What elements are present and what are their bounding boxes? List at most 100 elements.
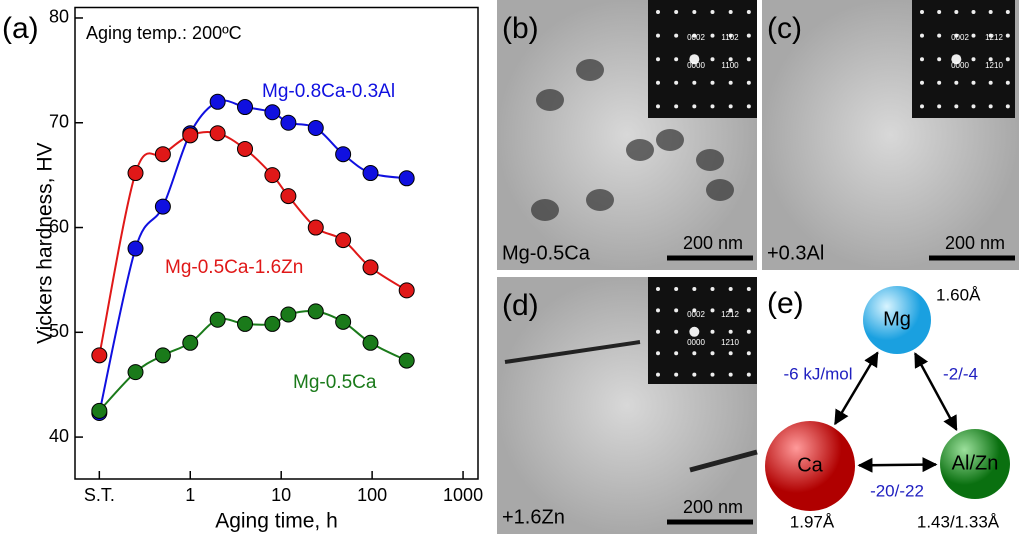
data-point [183,128,198,143]
diffraction-spot [747,34,751,38]
diffraction-spot [656,351,660,355]
data-point [210,94,225,109]
data-point [128,365,143,380]
diffraction-spot [729,81,733,85]
diffraction-spot [674,287,678,291]
inset-label: 1210 [721,338,739,347]
y-tick-label: 70 [49,112,69,132]
data-point [265,168,280,183]
inset-label: 0000 [687,61,705,70]
diffraction-spot [711,373,715,377]
diffraction-spot [711,81,715,85]
diffraction-spot [692,10,696,14]
diffraction-spot [656,287,660,291]
atom-radius: 1.43/1.33Å [917,512,1000,531]
inset [648,277,757,384]
diffraction-spot [747,10,751,14]
data-point [210,312,225,327]
diffraction-spot [692,81,696,85]
arrow [835,353,877,424]
diffraction-spot [747,81,751,85]
diffraction-spot [674,104,678,108]
diffraction-spot [1006,57,1010,61]
data-point [399,171,414,186]
x-tick-label: 1 [185,485,195,505]
diffraction-spot [711,10,715,14]
atom-label: Mg [883,308,911,330]
diffraction-spot [1006,34,1010,38]
diffraction-spot [729,351,733,355]
data-point [281,115,296,130]
inset-label: 0002 [687,310,705,319]
diffraction-spot [747,308,751,312]
figure: 4050607080S.T.1101001000Aging time, hVic… [0,0,1019,534]
arrow [859,464,936,465]
diffraction-spot [729,373,733,377]
diffraction-spot [972,57,976,61]
diffraction-spot [954,10,958,14]
y-tick-label: 40 [49,426,69,446]
diffraction-spot [674,81,678,85]
diffraction-spot [689,327,699,337]
diffraction-spot [937,57,941,61]
inset [912,0,1015,118]
atom-label: Al/Zn [952,452,999,474]
inset-label: 1212 [721,310,739,319]
series-line [99,132,406,355]
scale-label: 200 nm [945,233,1005,253]
data-point [281,189,296,204]
precipitate [536,89,564,111]
diffraction-spot [920,10,924,14]
caption: +0.3Al [767,242,824,264]
diffraction-spot [674,10,678,14]
data-point [336,147,351,162]
diffraction-spot [1006,104,1010,108]
precipitate [706,179,734,201]
diffraction-spot [937,34,941,38]
diagram: (e)MgCaAl/Zn1.60Å1.97Å1.43/1.33Å-6 kJ/mo… [765,285,1010,531]
diffraction-spot [656,81,660,85]
precipitate [696,149,724,171]
scale-label: 200 nm [683,497,743,517]
diffraction-spot [989,81,993,85]
data-point [281,307,296,322]
diffraction-spot [954,104,958,108]
energy-label: -6 kJ/mol [784,364,853,383]
series-label: Mg-0.5Ca-1.6Zn [165,257,303,278]
data-point [336,314,351,329]
diffraction-spot [747,104,751,108]
diffraction-spot [972,34,976,38]
diffraction-spot [711,330,715,334]
x-axis-title: Aging time, h [215,510,338,533]
data-point [238,141,253,156]
data-point [128,241,143,256]
diffraction-spot [972,104,976,108]
diffraction-spot [711,57,715,61]
inset-label: 1210 [985,61,1003,70]
data-point [265,316,280,331]
data-point [183,335,198,350]
diffraction-spot [656,308,660,312]
precipitate [531,199,559,221]
diffraction-spot [656,104,660,108]
inset-label: 1102 [721,33,739,42]
diffraction-spot [747,373,751,377]
data-point [308,304,323,319]
diffraction-spot [711,104,715,108]
annotation: Aging temp.: 200ºC [86,23,242,43]
diffraction-spot [920,81,924,85]
atom-label: Ca [797,454,823,476]
series-label: Mg-0.5Ca [293,372,377,393]
diffraction-spot [692,351,696,355]
diffraction-spot [656,10,660,14]
diffraction-spot [937,10,941,14]
inset [648,0,757,118]
diffraction-spot [729,10,733,14]
data-point [155,199,170,214]
diffraction-spot [747,57,751,61]
precipitate [656,129,684,151]
diffraction-spot [656,373,660,377]
caption: +1.6Zn [502,506,565,528]
data-point [92,403,107,418]
